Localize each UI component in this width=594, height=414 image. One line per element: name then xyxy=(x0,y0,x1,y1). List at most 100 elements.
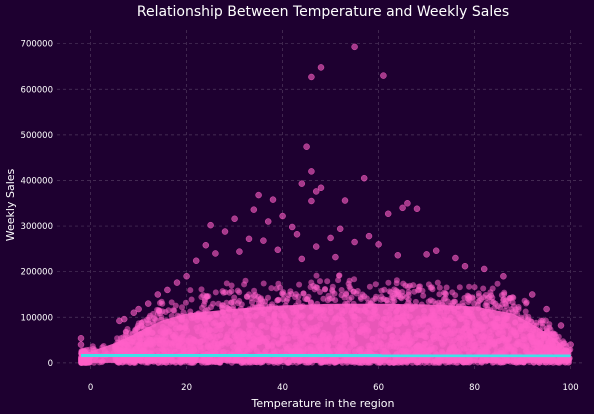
data-point xyxy=(230,304,237,311)
data-point xyxy=(187,287,194,294)
data-point xyxy=(312,243,320,250)
data-point xyxy=(501,289,508,296)
x-axis-label: Temperature in the region xyxy=(250,397,394,410)
data-point xyxy=(500,296,507,303)
data-point xyxy=(219,302,226,309)
data-point xyxy=(77,341,85,348)
data-point xyxy=(332,253,339,261)
data-point xyxy=(411,288,418,295)
y-tick-label: 200000 xyxy=(21,268,53,278)
data-point xyxy=(436,291,443,298)
data-point xyxy=(159,300,166,307)
data-point xyxy=(251,287,258,294)
data-point xyxy=(490,299,497,306)
data-point xyxy=(152,315,159,322)
data-point xyxy=(144,300,152,307)
data-point xyxy=(500,272,507,280)
data-point xyxy=(412,298,419,305)
data-point xyxy=(336,272,343,279)
data-point xyxy=(459,300,466,306)
data-point xyxy=(236,248,243,255)
data-point xyxy=(523,300,530,307)
data-point xyxy=(308,73,315,81)
data-point xyxy=(331,290,338,297)
data-point xyxy=(179,304,185,311)
data-point xyxy=(173,279,181,286)
data-point xyxy=(360,174,368,182)
data-point xyxy=(423,251,430,258)
data-point xyxy=(322,286,328,292)
data-point xyxy=(260,280,267,287)
data-point xyxy=(402,282,409,289)
data-point xyxy=(410,282,417,289)
data-point xyxy=(241,281,248,288)
data-point xyxy=(180,309,187,316)
data-point xyxy=(308,168,315,175)
data-point xyxy=(210,300,217,307)
data-point xyxy=(317,184,325,192)
data-point xyxy=(284,295,291,302)
data-point xyxy=(279,212,286,220)
data-point xyxy=(317,289,323,295)
data-point xyxy=(539,317,546,324)
data-point xyxy=(320,295,327,302)
data-point xyxy=(480,265,488,273)
data-point xyxy=(338,287,345,293)
data-point xyxy=(117,335,124,342)
x-tick-label: 0 xyxy=(88,383,93,393)
data-point xyxy=(269,196,277,203)
data-point xyxy=(384,210,392,218)
data-point xyxy=(494,280,501,287)
data-point xyxy=(307,299,314,306)
data-point xyxy=(221,228,229,235)
x-tick-label: 20 xyxy=(181,383,192,393)
data-point xyxy=(380,72,387,79)
data-point xyxy=(381,286,388,293)
data-point xyxy=(317,64,325,71)
data-point xyxy=(298,180,306,187)
data-point xyxy=(243,293,250,300)
data-point xyxy=(130,309,138,316)
data-point xyxy=(392,290,398,297)
data-point xyxy=(277,284,284,291)
y-tick-label: 600000 xyxy=(21,85,53,95)
data-point xyxy=(332,297,339,304)
x-tick-label: 100 xyxy=(562,383,578,393)
data-point xyxy=(346,283,353,290)
data-point xyxy=(338,292,345,299)
data-point xyxy=(425,298,432,305)
data-point xyxy=(182,299,189,306)
data-point xyxy=(245,235,253,243)
data-point xyxy=(560,338,566,345)
data-point xyxy=(260,237,267,244)
data-point xyxy=(168,299,175,306)
x-tick-label: 80 xyxy=(469,383,480,393)
data-point xyxy=(508,306,515,313)
data-point xyxy=(250,206,258,213)
data-point xyxy=(417,283,423,290)
data-point xyxy=(219,288,226,295)
data-point xyxy=(543,305,550,313)
data-point xyxy=(388,294,395,301)
data-point xyxy=(480,285,487,292)
y-tick-label: 500000 xyxy=(21,131,53,141)
data-point xyxy=(557,322,565,329)
data-point xyxy=(469,295,476,302)
data-point xyxy=(268,285,275,292)
data-point xyxy=(317,278,323,285)
data-point xyxy=(212,289,219,296)
data-point xyxy=(522,313,529,320)
data-point xyxy=(279,290,286,297)
y-tick-label: 400000 xyxy=(21,176,53,186)
data-point xyxy=(308,197,315,205)
data-point xyxy=(359,291,366,298)
data-point xyxy=(482,292,489,298)
data-point xyxy=(419,287,426,294)
data-point xyxy=(312,188,320,195)
data-point xyxy=(405,291,412,298)
data-point xyxy=(335,277,342,284)
data-point xyxy=(207,221,214,229)
data-point xyxy=(228,299,235,306)
y-tick-label: 0 xyxy=(48,359,53,369)
